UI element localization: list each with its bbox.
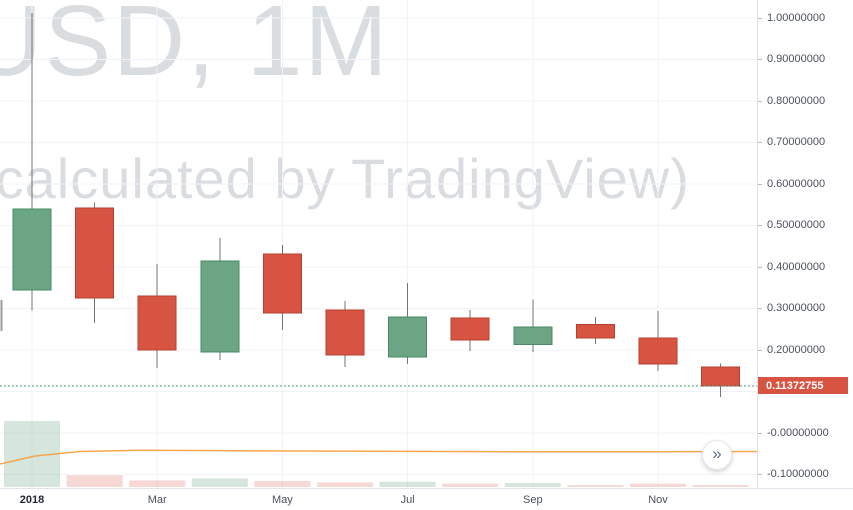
price-axis-tick	[758, 183, 762, 185]
price-axis-label: -0.00000000	[767, 426, 829, 439]
candle-body	[75, 207, 115, 299]
current-price-tag: 0.11372755	[758, 377, 848, 395]
volume-bar	[504, 483, 561, 487]
price-axis-tick	[758, 59, 762, 60]
candle-body	[200, 260, 240, 353]
volume-bar	[442, 483, 499, 487]
candle-body	[262, 253, 302, 314]
price-axis-tick	[758, 432, 762, 434]
time-axis-label: Jul	[400, 494, 415, 506]
candle-body	[12, 208, 52, 291]
double-chevron-right-icon: »	[712, 444, 722, 463]
volume-bar	[379, 481, 436, 487]
price-axis-tick	[758, 349, 762, 351]
volume-bar	[692, 485, 749, 487]
price-axis[interactable]: 1.00000000 0.90000000 0.80000000 0.70000000…	[757, 0, 853, 488]
price-axis-tick	[758, 100, 762, 102]
candle-body	[450, 317, 490, 341]
candle-body	[701, 366, 741, 387]
volume-bar	[254, 481, 311, 487]
overlay-indicator-line	[0, 449, 757, 465]
candlestick-chart-canvas[interactable]: USD, 1M (calculated by TradingView) »	[0, 0, 757, 488]
scroll-to-realtime-button[interactable]: »	[702, 440, 732, 470]
price-axis-tick	[758, 266, 762, 268]
candle-body	[137, 295, 177, 351]
price-axis-tick	[758, 308, 762, 309]
candle-body	[575, 323, 615, 339]
price-axis-label: 0.90000000	[767, 53, 826, 65]
price-axis-tick	[758, 17, 762, 19]
price-axis-label: 0.60000000	[767, 177, 826, 190]
time-axis-label: Sep	[523, 494, 543, 506]
price-axis-tick	[758, 225, 762, 226]
price-axis-label: 0.80000000	[767, 94, 826, 107]
volume-bar	[630, 483, 686, 487]
volume-bar	[317, 482, 373, 487]
volume-bar	[567, 485, 624, 487]
price-axis-label: 0.30000000	[767, 302, 826, 314]
price-axis-label: 0.40000000	[767, 260, 826, 273]
time-axis-label: 2018	[19, 494, 45, 506]
price-axis-label: 0.70000000	[767, 136, 826, 148]
time-axis[interactable]: 2018 Mar May Jul Sep Nov	[0, 488, 853, 510]
price-axis-label: 0.20000000	[767, 343, 826, 356]
price-axis-tick	[758, 474, 762, 475]
time-axis-label: May	[272, 494, 293, 506]
candle-body	[325, 309, 365, 356]
chart-plot	[0, 0, 757, 488]
time-axis-label: Mar	[147, 494, 167, 506]
price-axis-tick	[758, 142, 762, 143]
volume-bar	[191, 478, 248, 487]
candle-body	[638, 337, 678, 365]
time-axis-label: Nov	[648, 494, 668, 506]
price-axis-label: 0.50000000	[767, 219, 826, 231]
price-axis-label: 1.00000000	[767, 11, 826, 24]
candle-body	[388, 316, 428, 358]
volume-bar	[129, 480, 186, 487]
volume-bar	[66, 475, 123, 487]
price-axis-label: -0.10000000	[767, 468, 829, 480]
candle-body	[513, 326, 553, 346]
